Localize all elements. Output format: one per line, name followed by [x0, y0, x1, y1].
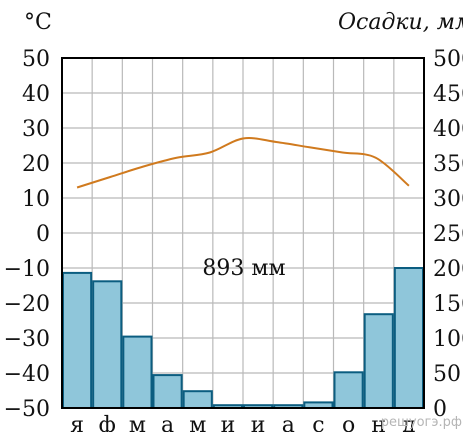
- grid: [62, 58, 424, 408]
- precipitation-bars: [62, 267, 425, 410]
- left-axis-tick-label: −20: [4, 292, 50, 317]
- right-axis-tick-label: 400: [433, 117, 463, 142]
- right-axis-tick-label: 200: [433, 257, 463, 282]
- x-axis-tick-label: ф: [99, 413, 116, 432]
- right-axis-tick-label: 100: [433, 327, 463, 352]
- left-axis-tick-label: 20: [22, 152, 50, 177]
- left-axis-tick-label: 40: [22, 82, 50, 107]
- left-axis-ticks: 50 40 30 20 10 0 −10 −20 −30 −40 −50: [4, 47, 50, 422]
- left-axis-tick-label: 30: [22, 117, 50, 142]
- x-axis-tick-label: с: [312, 413, 324, 432]
- right-axis-tick-label: 350: [433, 152, 463, 177]
- right-axis-tick-label: 0: [433, 397, 447, 422]
- plot-frame: [61, 57, 425, 409]
- left-axis-tick-label: 50: [22, 47, 50, 72]
- temperature-line-group: [76, 137, 410, 189]
- left-axis-label: °C: [24, 10, 52, 35]
- x-axis-tick-label: я: [70, 413, 84, 432]
- left-axis-tick-label: 0: [36, 222, 50, 247]
- precipitation-bar: [152, 374, 183, 410]
- x-axis-tick-label: а: [161, 413, 174, 432]
- left-axis-tick-label: −50: [4, 397, 50, 422]
- right-axis-tick-label: 450: [433, 82, 463, 107]
- right-axis-tick-label: 500: [433, 47, 463, 72]
- right-axis-tick-label: 150: [433, 292, 463, 317]
- right-axis-tick-label: 300: [433, 187, 463, 212]
- x-axis-tick-label: а: [282, 413, 295, 432]
- precipitation-bar: [333, 371, 364, 409]
- left-axis-tick-label: −10: [4, 257, 50, 282]
- left-axis-tick-label: 10: [22, 187, 50, 212]
- precipitation-bar: [122, 335, 153, 410]
- watermark: решуогэ.рф: [381, 415, 462, 430]
- x-axis-tick-label: и: [221, 413, 236, 432]
- precipitation-bar: [363, 313, 394, 410]
- right-axis-tick-label: 50: [433, 362, 461, 387]
- x-axis-tick-label: и: [251, 413, 266, 432]
- right-axis-label: Осадки, мм: [338, 10, 463, 35]
- annual-precipitation-annotation: 893 мм: [202, 256, 285, 281]
- x-axis-tick-label: о: [342, 413, 355, 432]
- left-axis-tick-label: −40: [4, 362, 50, 387]
- right-axis-ticks: 500450400350300250200150100500: [433, 47, 463, 422]
- temperature-line: [76, 137, 410, 189]
- x-axis-tick-label: н: [371, 413, 386, 432]
- left-axis-tick-label: −30: [4, 327, 50, 352]
- precipitation-bar: [92, 280, 123, 409]
- precipitation-bar: [182, 390, 213, 410]
- x-axis-tick-label: м: [129, 413, 146, 432]
- precipitation-bar: [62, 271, 93, 409]
- right-axis-tick-label: 250: [433, 222, 463, 247]
- x-axis-tick-label: м: [189, 413, 206, 432]
- precipitation-bar: [393, 267, 425, 409]
- x-axis-tick-label: д: [402, 413, 416, 432]
